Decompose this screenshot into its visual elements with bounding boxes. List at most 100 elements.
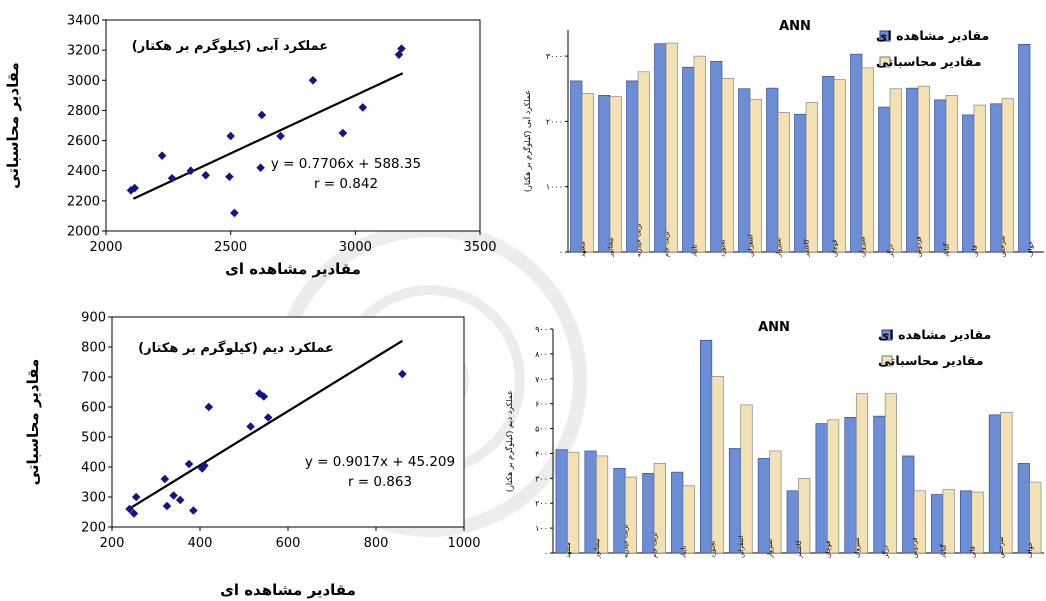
y-tick-label: ۰	[559, 248, 563, 257]
legend-label: مقادیر محاسباتی	[878, 353, 984, 368]
regression-equation: y = 0.9017x + 45.209	[305, 454, 455, 470]
bar-observed	[1018, 44, 1031, 253]
bar-computed	[805, 102, 818, 253]
data-point	[197, 464, 207, 473]
data-point	[397, 44, 406, 53]
x-tick-label: 200	[100, 536, 125, 551]
data-point	[200, 461, 209, 470]
bar-computed	[827, 419, 840, 554]
y-tick-label: ۱۰۰۰	[546, 183, 563, 192]
bar-computed	[777, 111, 790, 253]
y-tick-label: 2000	[67, 225, 100, 240]
y-tick-label: ۳۰۰۰	[546, 52, 563, 61]
x-tick-label: 2000	[89, 240, 122, 255]
legend-swatch	[881, 329, 893, 341]
x-tick-label: 600	[276, 536, 301, 551]
plot-area	[111, 316, 465, 528]
data-point	[186, 166, 196, 176]
bar-computed	[740, 404, 753, 554]
y-axis-label: عملکرد دیم (کیلوگرم بر هکتار)	[504, 390, 514, 492]
category-label: تربت حیدریه	[622, 524, 630, 558]
bar-computed	[769, 450, 782, 554]
category-label: کاشمر	[795, 539, 803, 559]
bar-computed	[913, 490, 926, 554]
bar-observed	[873, 415, 886, 554]
data-point	[246, 422, 255, 431]
bar-computed	[637, 71, 650, 253]
data-point	[162, 501, 172, 511]
y-tick-label: 200	[81, 521, 106, 536]
bar-observed	[990, 103, 1003, 253]
data-point	[358, 103, 368, 112]
y-tick-label: 800	[81, 341, 106, 356]
data-point	[129, 509, 139, 518]
data-point	[276, 131, 285, 141]
y-tick-label: ۹۰۰	[535, 325, 548, 334]
bar-computed	[581, 93, 594, 253]
category-label: فردوس	[911, 537, 919, 558]
x-tick-label: 1000	[447, 536, 480, 551]
y-tick-label: 2800	[67, 104, 100, 119]
bar-computed	[609, 96, 622, 253]
data-point	[255, 389, 264, 398]
chart-title: ANN	[779, 19, 811, 34]
bar-observed	[850, 53, 863, 253]
data-point	[338, 128, 348, 138]
category-label: نیشابور	[607, 237, 615, 258]
data-point	[230, 208, 239, 218]
regression-equation: y = 0.7706x + 588.35	[271, 156, 421, 172]
y-tick-label: 3200	[67, 44, 100, 59]
bar-observed	[822, 76, 835, 253]
data-point	[184, 459, 194, 469]
y-tick-label: 500	[81, 431, 106, 446]
bar-observed	[584, 450, 597, 554]
category-label: تربت جام	[651, 532, 659, 558]
y-tick-label: ۵۰۰	[535, 425, 548, 434]
y-tick-label: ۲۰۰۰	[546, 117, 563, 126]
bar-computed	[1029, 481, 1042, 554]
y-axis-label: عملکرد آبی (کیلوگرم بر هکتار)	[522, 90, 532, 192]
y-tick-label: 2600	[67, 134, 100, 149]
data-point	[308, 75, 318, 85]
y-tick-label: 2400	[67, 164, 100, 179]
trendline	[132, 72, 404, 200]
bar-computed	[833, 79, 846, 253]
bar-observed	[931, 494, 944, 554]
bar-observed	[570, 80, 583, 253]
bar-observed	[738, 88, 751, 253]
bar-observed	[671, 471, 684, 554]
legend-label: مقادیر محاسباتی	[876, 54, 982, 69]
data-point	[201, 170, 211, 180]
category-label: تایباد	[691, 244, 699, 257]
y-tick-label: ۷۰۰	[535, 375, 548, 384]
chart-title: ANN	[758, 320, 790, 335]
x-tick-label: 2500	[214, 240, 247, 255]
x-tick-label: 3500	[463, 240, 496, 255]
bar-observed	[962, 114, 975, 253]
y-tick-label: ۸۰۰	[535, 350, 548, 359]
y-tick-label: ۲۰۰	[535, 499, 548, 508]
bar-computed	[721, 78, 734, 253]
y-tick-label: ۱۰۰	[535, 524, 548, 533]
x-tick-label: 3000	[339, 240, 372, 255]
bar-computed	[973, 104, 986, 253]
x-axis-label: مقادیر مشاهده ای	[225, 260, 361, 278]
y-tick-label: ۴۰۰	[535, 449, 548, 458]
bar-observed	[988, 414, 1001, 554]
category-label: نیشابور	[593, 538, 601, 559]
data-point	[257, 110, 267, 120]
category-label: تربت حیدریه	[635, 223, 643, 257]
y-tick-label: 700	[81, 371, 106, 386]
bar-observed	[815, 423, 828, 554]
data-point	[256, 163, 265, 172]
category-label: اسفراین	[737, 535, 745, 558]
data-point	[189, 506, 198, 515]
bar-computed	[1000, 412, 1013, 554]
category-label: سبزوار	[766, 539, 774, 559]
data-point	[225, 172, 234, 182]
legend-label: مقادیر مشاهده ای	[878, 327, 991, 342]
y-tick-label: 2200	[67, 194, 100, 209]
chart-title: عملکرد دیم (کیلوگرم بر هکتار)	[138, 340, 334, 356]
bar-computed	[1001, 98, 1014, 253]
